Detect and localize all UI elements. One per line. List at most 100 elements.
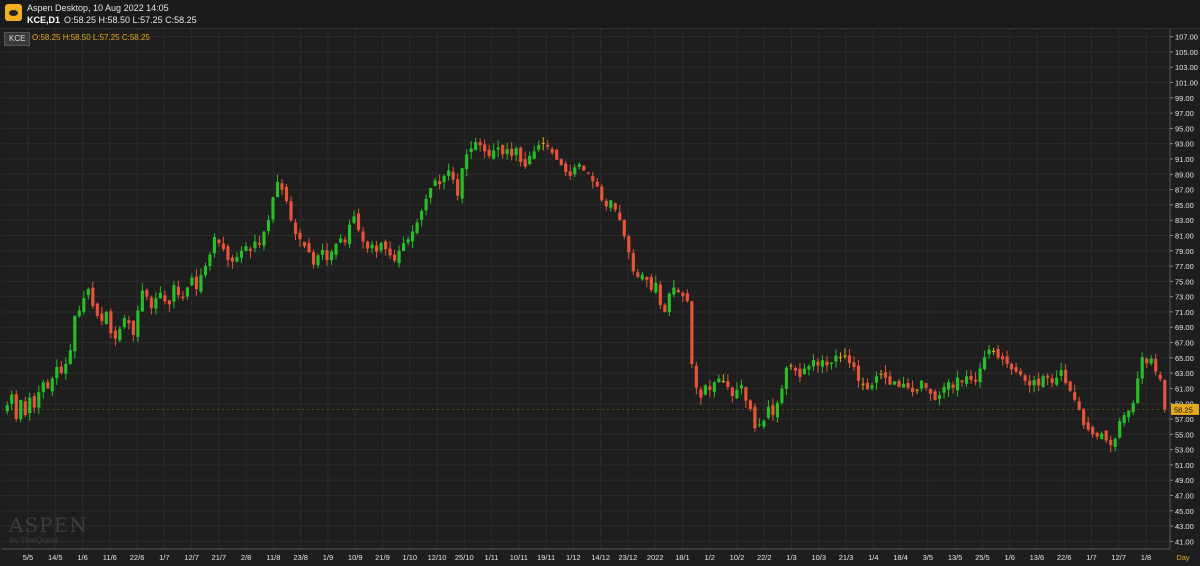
candle xyxy=(681,291,685,302)
candle xyxy=(879,369,883,379)
candle xyxy=(1091,425,1095,438)
candle-body xyxy=(523,159,527,167)
candle xyxy=(748,399,752,412)
x-tick-label: 18/1 xyxy=(675,553,690,562)
candle xyxy=(465,149,469,177)
candle-body xyxy=(14,394,18,419)
candle-body xyxy=(577,164,581,167)
candle xyxy=(649,274,653,293)
candle xyxy=(627,234,631,260)
candle-body xyxy=(1100,433,1104,440)
candle-body xyxy=(645,276,649,280)
candle-body xyxy=(478,142,482,146)
candle-body xyxy=(181,296,185,299)
candle-body xyxy=(158,292,162,299)
candle-body xyxy=(532,151,536,159)
candle xyxy=(586,172,590,175)
y-tick-label: 63.00 xyxy=(1175,369,1194,378)
candle xyxy=(861,377,865,391)
candle-body xyxy=(28,397,32,414)
candle-body xyxy=(37,392,41,408)
candle-body xyxy=(253,241,257,249)
candle-body xyxy=(1019,371,1023,375)
candle-body xyxy=(888,376,892,385)
candle xyxy=(433,177,437,187)
candle-body xyxy=(104,311,108,324)
candle-body xyxy=(838,357,843,359)
candle xyxy=(280,179,284,196)
candle-body xyxy=(735,389,739,399)
candle-body xyxy=(537,145,541,150)
candle xyxy=(672,279,676,298)
x-tick-label: 1/4 xyxy=(868,553,878,562)
candle-body xyxy=(59,366,63,374)
candle xyxy=(1131,400,1135,416)
candle-body xyxy=(586,172,590,174)
candle xyxy=(1140,352,1144,385)
candle xyxy=(537,140,541,153)
candle xyxy=(253,234,257,253)
symbol-summary: KCE,D1 O:58.25 H:58.50 L:57.25 C:58.25 xyxy=(27,15,197,25)
candle xyxy=(235,252,239,263)
candle xyxy=(1136,370,1140,405)
candle xyxy=(176,280,180,299)
candle xyxy=(690,300,694,369)
candle-body xyxy=(226,246,230,260)
candle xyxy=(1064,364,1068,385)
candle-body xyxy=(460,168,464,199)
candle xyxy=(91,281,95,309)
candle-body xyxy=(870,385,874,389)
candle xyxy=(901,376,906,388)
candle xyxy=(802,363,807,375)
y-tick-label: 87.00 xyxy=(1175,186,1194,195)
candle-body xyxy=(307,243,311,253)
candle-body xyxy=(654,282,658,293)
candle-body xyxy=(1037,378,1041,386)
candle-body xyxy=(1122,415,1126,423)
y-tick-label: 85.00 xyxy=(1175,201,1194,210)
title-bar: Aspen Desktop, 10 Aug 2022 14:05 KCE,D1 O… xyxy=(0,0,1200,29)
candle-body xyxy=(996,348,1000,358)
candle xyxy=(1068,380,1072,393)
candle-body xyxy=(145,290,149,297)
aspen-app-icon[interactable] xyxy=(5,4,22,21)
candle xyxy=(546,140,550,150)
y-tick-label: 81.00 xyxy=(1175,231,1194,240)
candle-body xyxy=(1028,380,1032,386)
candle xyxy=(726,374,730,391)
candle-body xyxy=(694,365,698,388)
candle xyxy=(442,174,446,190)
x-tick-label: 11/8 xyxy=(266,553,280,562)
candle-body xyxy=(131,320,135,335)
candle-body xyxy=(388,248,392,256)
candle xyxy=(334,243,338,260)
candle-body xyxy=(280,183,284,190)
candle-body xyxy=(1086,422,1090,430)
candle xyxy=(118,325,122,343)
symbol-tag[interactable]: KCE xyxy=(4,32,31,46)
candle-body xyxy=(289,201,293,221)
candle-body xyxy=(356,213,361,231)
candle xyxy=(325,242,329,266)
candle-body xyxy=(492,150,496,159)
candle-body xyxy=(892,381,897,385)
candle-body xyxy=(244,246,248,251)
candle-body xyxy=(109,311,113,334)
candle-body xyxy=(465,154,469,170)
candle-body xyxy=(748,400,752,410)
candle-body xyxy=(672,287,676,295)
candle-body xyxy=(1095,432,1099,437)
candle xyxy=(978,362,982,388)
candle xyxy=(992,347,996,355)
candle xyxy=(154,292,158,315)
candle xyxy=(289,196,293,222)
candle-body xyxy=(793,367,798,371)
candle-body xyxy=(595,181,599,187)
x-tick-label: 23/8 xyxy=(293,553,308,562)
candle-body xyxy=(726,381,730,387)
candle xyxy=(897,378,901,388)
candle-body xyxy=(730,387,734,397)
candle xyxy=(316,253,320,269)
candle-body xyxy=(703,385,707,395)
